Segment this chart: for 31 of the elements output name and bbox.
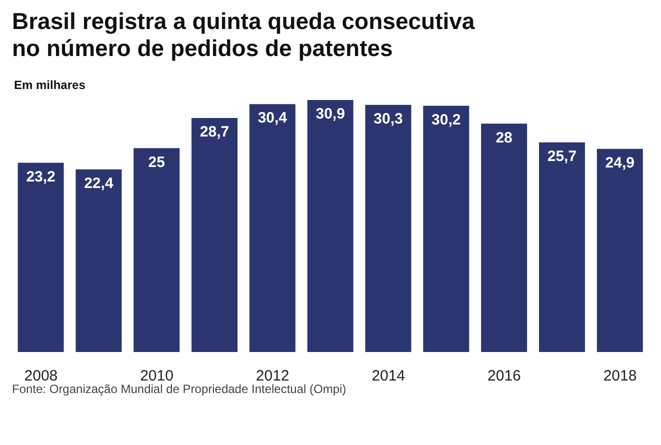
source-note: Fonte: Organização Mundial de Propriedade Intelectual (Ompi) [12,382,346,396]
data-label: 22,4 [84,174,114,192]
bar [307,100,354,352]
bar [365,104,412,352]
x-tick-label: 2016 [488,368,521,385]
data-label: 28,7 [200,124,230,141]
chart-title: Brasil registra a quinta queda consecutiva no número de pedidos de patentes [12,8,476,62]
x-tick-label: 2008 [24,368,58,385]
bar [423,106,470,352]
bar [249,104,296,352]
bar [18,162,64,352]
bar [538,142,585,352]
data-label: 30,9 [316,106,345,123]
bar [481,124,528,352]
chart-subtitle: Em milhares [14,78,86,92]
data-label: 25 [148,154,165,171]
x-tick-label: 2012 [256,368,290,385]
data-label: 30,3 [374,110,403,128]
bar [192,118,238,352]
x-tick-label: 2014 [372,368,406,385]
bar [76,169,122,352]
x-tick-label: 2010 [140,368,174,385]
data-label: 25,7 [547,148,577,166]
x-tick-label: 2018 [603,368,637,385]
bar [596,148,643,352]
data-label: 30,2 [432,111,461,128]
data-label: 30,4 [258,110,288,127]
data-label: 23,2 [26,168,56,186]
data-label: 28 [496,129,512,146]
bar [134,148,180,352]
data-label: 24,9 [605,154,634,172]
